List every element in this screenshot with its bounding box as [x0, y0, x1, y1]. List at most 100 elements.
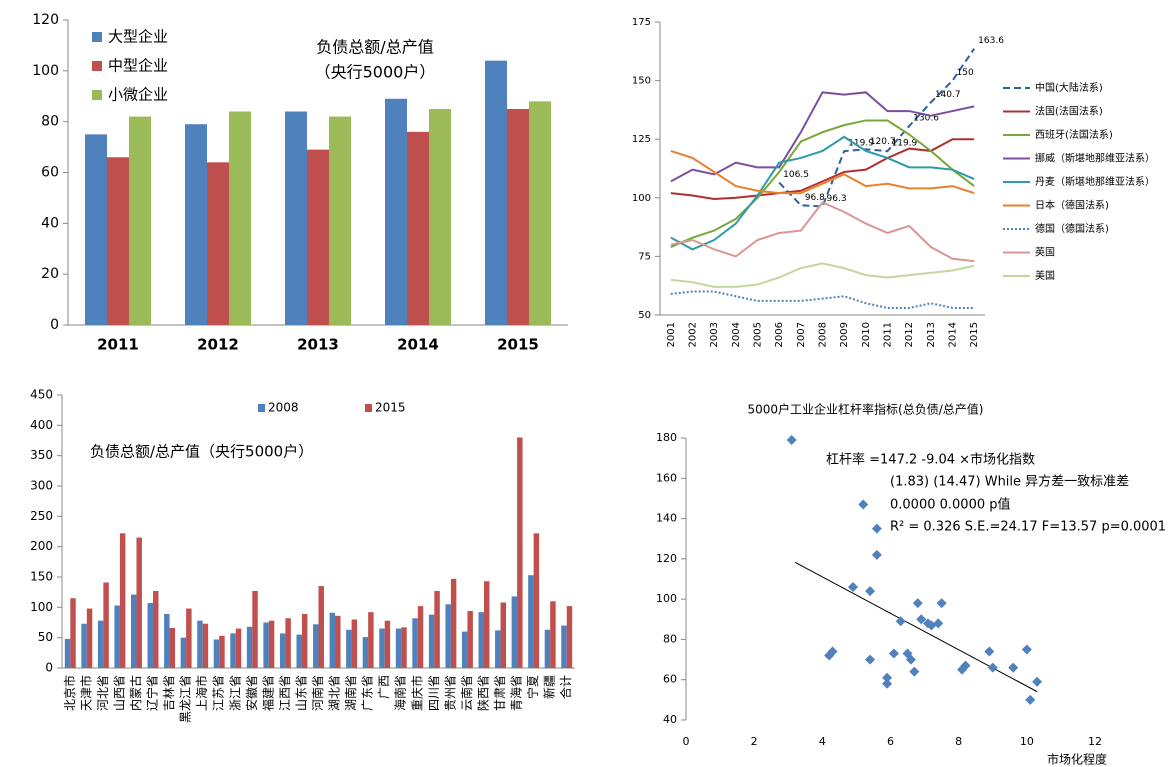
- value-label: 106.5: [783, 170, 809, 180]
- bar: [511, 596, 518, 668]
- x-tick-label: 0: [683, 735, 690, 748]
- bar: [180, 637, 187, 668]
- bar: [107, 157, 129, 325]
- legend-label: 西班牙(法国法系): [1035, 128, 1113, 141]
- x-tick-label: 浙江省: [228, 675, 242, 711]
- bar: [412, 618, 418, 668]
- x-tick-label: 2014: [397, 336, 439, 354]
- x-tick-label: 2: [751, 735, 758, 748]
- bar: [114, 605, 120, 668]
- x-tick-label: 6: [887, 735, 894, 748]
- bar: [395, 628, 402, 668]
- bar: [335, 615, 341, 668]
- y-tick-label: 100: [30, 600, 53, 614]
- annotation: (1.83) (14.47) While 异方差一致标准差: [890, 474, 1129, 490]
- x-tick-label: 北京市: [62, 675, 77, 711]
- bar: [379, 628, 385, 668]
- x-tick-label: 合计: [558, 675, 573, 699]
- bar: [185, 124, 207, 325]
- x-tick-label: 海南省: [393, 675, 408, 711]
- y-tick-label: 40: [663, 713, 677, 726]
- bar: [467, 610, 473, 668]
- bar: [368, 612, 374, 668]
- line: [670, 138, 975, 200]
- bar: [164, 614, 170, 668]
- y-tick-label: 60: [41, 165, 59, 181]
- value-label: 163.6: [978, 36, 1004, 46]
- bar: [202, 623, 209, 668]
- point: [882, 678, 893, 689]
- x-tick-label: 2003: [709, 322, 720, 347]
- x-tick-label: 贵州省: [443, 675, 457, 711]
- x-tick-label: 2006: [774, 322, 785, 347]
- line: [670, 149, 975, 195]
- y-tick-label: 300: [30, 479, 53, 493]
- bar: [417, 606, 424, 668]
- point: [827, 646, 838, 657]
- y-tick-label: 400: [30, 418, 53, 432]
- y-tick-label: 75: [638, 251, 651, 262]
- x-tick-label: 湖南省: [343, 675, 358, 711]
- x-tick-label: 2001: [666, 322, 677, 347]
- bar: [533, 533, 540, 668]
- y-tick-label: 150: [30, 570, 53, 584]
- point: [865, 586, 876, 597]
- annotation: R² = 0.326 S.E.=24.17 F=13.57 p=0.0001: [890, 520, 1166, 535]
- bar: [500, 602, 506, 668]
- bar: [401, 627, 407, 668]
- bar: [219, 635, 225, 668]
- bar: [285, 618, 291, 668]
- line: [670, 91, 975, 183]
- point: [905, 654, 916, 665]
- bar: [561, 625, 567, 668]
- line: [670, 290, 975, 309]
- x-tick-label: 2015: [497, 336, 539, 354]
- legend-label: 英国: [1035, 246, 1055, 259]
- line: [670, 119, 975, 248]
- bar: [103, 582, 109, 668]
- value-label: 120.7: [870, 137, 896, 147]
- bar: [346, 629, 352, 668]
- point: [1025, 694, 1036, 705]
- point: [865, 654, 876, 665]
- value-label: 150: [957, 68, 974, 78]
- annotation: （央行5000户）: [315, 63, 436, 82]
- y-tick-label: 100: [32, 63, 59, 79]
- y-tick-label: 450: [30, 388, 53, 402]
- x-tick-label: 重庆市: [409, 675, 424, 711]
- value-label: 119.9: [848, 139, 874, 149]
- bar: [329, 116, 351, 325]
- bar: [169, 627, 176, 668]
- y-tick-label: 100: [632, 193, 651, 204]
- bar: [147, 603, 154, 668]
- bar: [296, 634, 302, 668]
- x-tick-label: 2002: [688, 322, 699, 347]
- bar: [434, 590, 440, 668]
- y-tick-label: 0: [50, 317, 59, 333]
- x-tick-label: 河南省: [310, 675, 325, 711]
- y-tick-label: 250: [30, 509, 53, 523]
- bar: [301, 614, 308, 668]
- bar: [450, 578, 457, 668]
- y-tick-label: 100: [656, 592, 677, 605]
- legend-label: 中国(大陆法系): [1035, 81, 1103, 94]
- bar: [313, 624, 319, 668]
- line: [670, 201, 975, 263]
- legend-label: 大型企业: [108, 28, 168, 46]
- bar: [246, 626, 253, 668]
- x-tick-label: 宁夏: [525, 675, 540, 699]
- bar: [285, 111, 307, 325]
- bar: [230, 633, 236, 668]
- value-label: 96.3: [827, 194, 847, 204]
- bar: [136, 537, 142, 668]
- bar: [384, 620, 391, 668]
- bar: [85, 134, 107, 325]
- annotation: 负债总额/总产值（央行5000户）: [90, 443, 313, 461]
- bar: [86, 608, 93, 668]
- chart-title: 5000户工业企业杠杆率指标(总负债/总产值): [748, 402, 984, 417]
- y-tick-label: 80: [41, 114, 59, 130]
- x-axis-title: 市场化程度: [1047, 752, 1107, 767]
- legend-swatch: [258, 404, 265, 412]
- y-tick-label: 160: [656, 471, 677, 484]
- bar: [429, 108, 451, 325]
